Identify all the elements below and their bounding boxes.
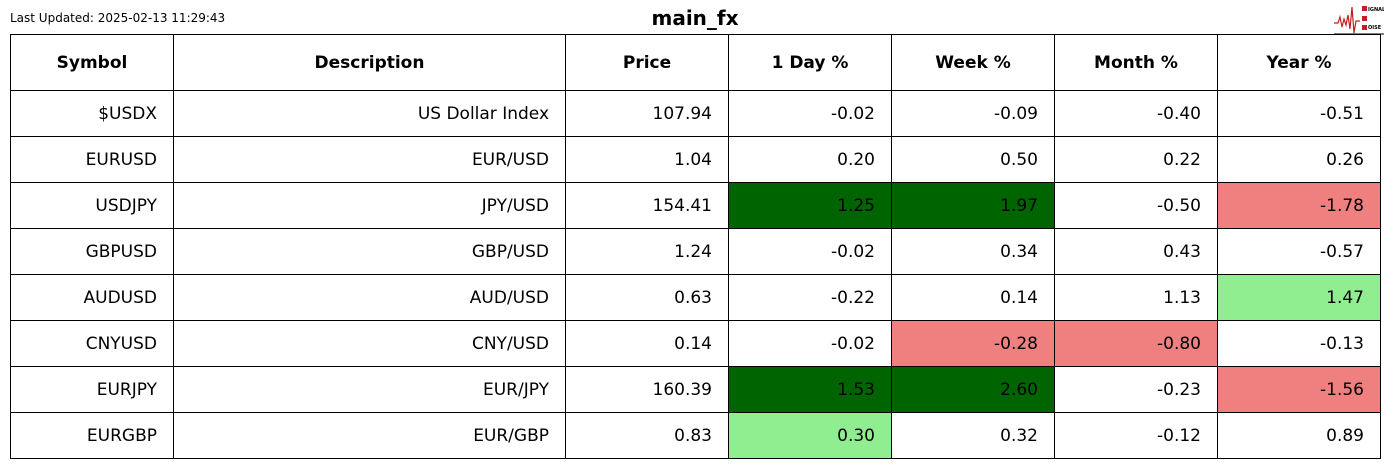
column-header: Price <box>565 34 729 91</box>
table-cell: EUR/JPY <box>173 366 566 413</box>
table-cell: -0.02 <box>728 228 892 275</box>
table-cell: 0.26 <box>1217 136 1381 183</box>
table-row: USDJPY JPY/USD 154.41 1.25 1.97 -0.50 -1.78 <box>10 182 1381 229</box>
table-cell: -1.56 <box>1217 366 1381 413</box>
fx-table: Symbol Description Price 1 Day % Week % Month… <box>10 34 1381 459</box>
table-cell: 1.47 <box>1217 274 1381 321</box>
table-cell: 1.97 <box>891 182 1055 229</box>
column-header: Year % <box>1217 34 1381 91</box>
last-updated: Last Updated: 2025-02-13 11:29:43 <box>10 11 226 25</box>
table-cell: $USDX <box>10 90 174 137</box>
table-cell: 0.89 <box>1217 412 1381 459</box>
table-cell: 1.24 <box>565 228 729 275</box>
table-row: EURJPY EUR/JPY 160.39 1.53 2.60 -0.23 -1.56 <box>10 366 1381 413</box>
table-cell: -0.12 <box>1054 412 1218 459</box>
table-cell: 1.25 <box>728 182 892 229</box>
table-row: AUDUSD AUD/USD 0.63 -0.22 0.14 1.13 1.47 <box>10 274 1381 321</box>
table-cell: -0.40 <box>1054 90 1218 137</box>
table-cell: 0.30 <box>728 412 892 459</box>
table-cell: 0.32 <box>891 412 1055 459</box>
table-cell: GBP/USD <box>173 228 566 275</box>
table-cell: 107.94 <box>565 90 729 137</box>
table-cell: EUR/GBP <box>173 412 566 459</box>
table-cell: -0.02 <box>728 90 892 137</box>
table-cell: -1.78 <box>1217 182 1381 229</box>
table-cell: -0.09 <box>891 90 1055 137</box>
table-cell: AUDUSD <box>10 274 174 321</box>
table-cell: -0.22 <box>728 274 892 321</box>
table-cell: GBPUSD <box>10 228 174 275</box>
table-cell: 0.22 <box>1054 136 1218 183</box>
table-cell: AUD/USD <box>173 274 566 321</box>
table-cell: 1.13 <box>1054 274 1218 321</box>
table-cell: 160.39 <box>565 366 729 413</box>
table-cell: 0.50 <box>891 136 1055 183</box>
table-cell: -0.13 <box>1217 320 1381 367</box>
table-cell: 154.41 <box>565 182 729 229</box>
table-cell: 1.04 <box>565 136 729 183</box>
table-cell: 0.14 <box>565 320 729 367</box>
table-cell: -0.28 <box>891 320 1055 367</box>
table-cell: 0.34 <box>891 228 1055 275</box>
table-cell: EURGBP <box>10 412 174 459</box>
table-cell: CNYUSD <box>10 320 174 367</box>
table-row: $USDX US Dollar Index 107.94 -0.02 -0.09 -0.4… <box>10 90 1381 137</box>
table-row: CNYUSD CNY/USD 0.14 -0.02 -0.28 -0.80 -0.13 <box>10 320 1381 367</box>
table-cell: USDJPY <box>10 182 174 229</box>
page-title: main_fx <box>651 6 739 30</box>
table-cell: EURJPY <box>10 366 174 413</box>
table-cell: 0.43 <box>1054 228 1218 275</box>
column-header: Month % <box>1054 34 1218 91</box>
table-cell: 0.63 <box>565 274 729 321</box>
table-cell: 2.60 <box>891 366 1055 413</box>
table-cell: -0.50 <box>1054 182 1218 229</box>
signal-2-noise-logo: IGNAL OISE <box>1334 6 1384 35</box>
table-row: GBPUSD GBP/USD 1.24 -0.02 0.34 0.43 -0.57 <box>10 228 1381 275</box>
table-cell: JPY/USD <box>173 182 566 229</box>
table-cell: EURUSD <box>10 136 174 183</box>
table-cell: -0.23 <box>1054 366 1218 413</box>
column-header: 1 Day % <box>728 34 892 91</box>
svg-text:OISE: OISE <box>1368 25 1382 31</box>
svg-text:IGNAL: IGNAL <box>1368 7 1384 13</box>
table-cell: 0.14 <box>891 274 1055 321</box>
table-row: EURUSD EUR/USD 1.04 0.20 0.50 0.22 0.26 <box>10 136 1381 183</box>
table-cell: 1.53 <box>728 366 892 413</box>
table-cell: 0.20 <box>728 136 892 183</box>
table-cell: -0.57 <box>1217 228 1381 275</box>
column-header: Description <box>173 34 566 91</box>
table-cell: CNY/USD <box>173 320 566 367</box>
column-header: Symbol <box>10 34 174 91</box>
table-row: EURGBP EUR/GBP 0.83 0.30 0.32 -0.12 0.89 <box>10 412 1381 459</box>
table-cell: -0.02 <box>728 320 892 367</box>
column-header: Week % <box>891 34 1055 91</box>
table-cell: -0.51 <box>1217 90 1381 137</box>
table-cell: 0.83 <box>565 412 729 459</box>
table-cell: EUR/USD <box>173 136 566 183</box>
table-cell: US Dollar Index <box>173 90 566 137</box>
table-cell: -0.80 <box>1054 320 1218 367</box>
